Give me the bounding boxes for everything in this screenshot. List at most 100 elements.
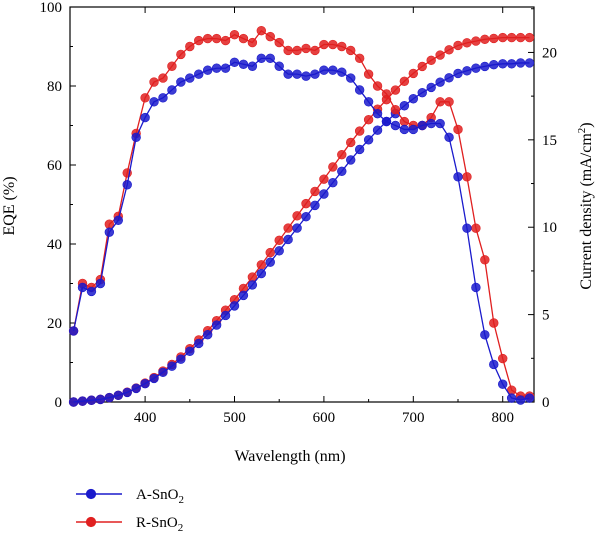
a-sno2-jsc-point — [346, 155, 356, 165]
a-sno2-eqe-point — [390, 120, 401, 131]
a-sno2-jsc-point — [194, 338, 204, 349]
a-sno2-jsc-point — [471, 63, 481, 73]
a-sno2-jsc-point — [68, 397, 79, 407]
legend-marker-a-sno2 — [85, 488, 97, 500]
a-sno2-eqe-point — [194, 69, 204, 79]
a-sno2-eqe-point — [113, 215, 123, 226]
r-sno2-eqe-point — [346, 45, 356, 56]
r-sno2-jsc-point — [256, 260, 267, 270]
a-sno2-jsc-point — [319, 189, 329, 199]
r-sno2-jsc-point — [354, 126, 365, 136]
a-sno2-jsc-point — [524, 58, 535, 68]
a-sno2-eqe-point — [274, 61, 284, 71]
r-sno2-eqe-point — [480, 255, 490, 265]
r-sno2-eqe-point — [158, 73, 168, 83]
a-sno2-jsc-point — [444, 73, 454, 83]
legend-entry-r-sno2: R-SnO2 — [76, 515, 183, 534]
r-sno2-eqe-point — [363, 69, 374, 79]
r-sno2-jsc-point — [346, 137, 356, 148]
right-y-tick-label: 10 — [542, 220, 557, 236]
a-sno2-eqe-point — [140, 112, 150, 123]
left-y-axis-title: EQE (%) — [1, 176, 18, 235]
r-sno2-jsc-point — [399, 76, 410, 86]
r-sno2-eqe-point — [498, 353, 508, 364]
r-sno2-jsc-point — [292, 211, 302, 221]
r-sno2-jsc-point — [274, 235, 284, 246]
r-sno2-eqe-point — [301, 43, 311, 54]
a-sno2-jsc-point — [77, 396, 88, 406]
r-sno2-eqe-line — [72, 29, 530, 397]
left-y-tick-label: 100 — [40, 0, 63, 16]
r-sno2-jsc-point — [498, 32, 508, 43]
a-sno2-eqe-point — [399, 124, 410, 135]
a-sno2-jsc-point — [363, 135, 374, 145]
a-sno2-jsc-point — [149, 373, 159, 384]
right-y-axis-title-sup: 2 — [576, 128, 588, 134]
legend: A-SnO 2 R-SnO2 — [76, 487, 184, 534]
a-sno2-jsc-point — [185, 346, 195, 357]
a-sno2-eqe-point — [471, 282, 481, 293]
a-sno2-eqe-point — [122, 180, 132, 190]
a-sno2-jsc-point — [211, 320, 222, 330]
r-sno2-eqe-point — [149, 77, 159, 87]
x-axis-title: Wavelength (nm) — [234, 448, 345, 465]
legend-label-r-sno2: R-SnO2 — [136, 515, 183, 534]
a-sno2-jsc-point — [435, 77, 445, 87]
a-sno2-jsc-point — [265, 257, 275, 267]
a-sno2-jsc-point — [256, 268, 267, 279]
a-sno2-eqe-point — [131, 132, 141, 143]
a-sno2-eqe-point — [176, 77, 186, 87]
x-tick-label: 700 — [402, 410, 425, 426]
r-sno2-eqe-point — [435, 97, 445, 107]
a-sno2-jsc-point — [176, 354, 186, 364]
r-sno2-eqe-point — [462, 172, 472, 182]
left-y-tick-label: 60 — [47, 158, 62, 174]
a-sno2-eqe-point — [435, 118, 445, 129]
r-sno2-eqe-point — [167, 61, 177, 71]
a-sno2-eqe-point — [310, 69, 320, 79]
a-sno2-jsc-point — [337, 166, 347, 176]
plot-area: 400 500 600 700 800 0 20 40 60 80 100 0 5 10 15 20 — [40, 0, 558, 426]
r-sno2-eqe-point — [194, 35, 204, 46]
x-tick-label: 500 — [223, 410, 246, 426]
a-sno2-jsc-point — [131, 383, 141, 394]
r-sno2-eqe-point — [211, 33, 222, 44]
r-sno2-eqe-point — [185, 41, 195, 52]
a-sno2-jsc-point — [220, 310, 231, 321]
r-sno2-eqe-point — [337, 41, 347, 52]
r-sno2-eqe-point — [390, 104, 401, 115]
a-sno2-eqe-point — [238, 59, 249, 69]
r-sno2-eqe-point — [399, 116, 410, 127]
a-sno2-eqe-point — [95, 278, 106, 289]
a-sno2-jsc-point — [122, 387, 132, 398]
legend-label-a-sno2-main: A-SnO — [136, 487, 179, 503]
r-sno2-eqe-point — [372, 81, 383, 91]
a-sno2-eqe-point — [158, 93, 168, 103]
r-sno2-eqe-point — [489, 318, 499, 328]
legend-marker-r-sno2 — [85, 516, 97, 528]
a-sno2-jsc-point — [328, 177, 338, 188]
a-sno2-eqe-point — [354, 85, 365, 95]
a-sno2-eqe-point — [104, 227, 115, 237]
r-sno2-eqe-point — [328, 39, 338, 50]
a-sno2-eqe-point — [220, 63, 231, 73]
a-sno2-jsc-point — [399, 101, 410, 111]
r-sno2-jsc-point — [435, 50, 445, 60]
r-sno2-jsc-point — [462, 38, 472, 48]
r-sno2-eqe-point — [238, 33, 249, 44]
a-sno2-jsc-point — [506, 59, 517, 69]
r-sno2-eqe-point — [229, 29, 240, 40]
r-sno2-jsc-point — [480, 34, 490, 45]
legend-label-r-sno2-sub: 2 — [178, 522, 184, 534]
r-sno2-jsc-point — [426, 55, 436, 66]
r-sno2-eqe-point — [319, 39, 329, 50]
r-sno2-jsc-point — [515, 32, 526, 43]
a-sno2-eqe-point — [229, 57, 240, 67]
r-sno2-jsc-point — [337, 149, 347, 160]
a-sno2-eqe-point — [408, 124, 419, 135]
a-sno2-eqe-point — [256, 53, 267, 64]
a-sno2-eqe-point — [247, 61, 258, 71]
a-sno2-eqe-point — [426, 118, 436, 129]
a-sno2-eqe-point — [149, 97, 159, 107]
a-sno2-jsc-point — [498, 59, 508, 69]
